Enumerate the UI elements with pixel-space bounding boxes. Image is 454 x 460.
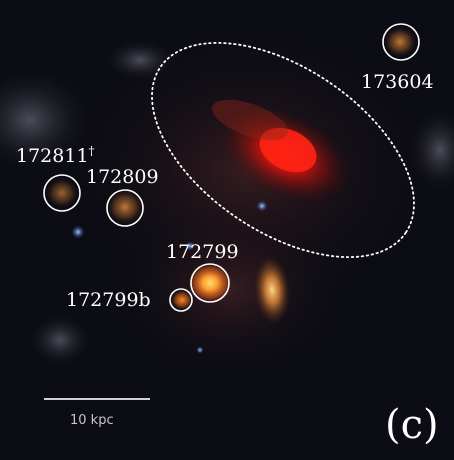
source-172799b-glow (171, 290, 193, 310)
red-galaxy-arm (212, 99, 288, 141)
label-172799: 172799 (166, 241, 239, 263)
bright-arc-galaxy (253, 256, 291, 324)
faint-galaxy-left (0, 70, 90, 170)
label-172811-id: 172811 (16, 145, 89, 167)
source-172809-glow (107, 190, 143, 224)
marker-circle-173604 (382, 23, 420, 61)
faint-galaxy-top (105, 40, 175, 80)
source-173604-glow (384, 27, 416, 57)
label-172811-mark: † (89, 144, 95, 158)
label-172809: 172809 (86, 166, 159, 188)
faint-galaxy-bottom-left (30, 315, 90, 365)
marker-circle-172809 (106, 189, 144, 227)
label-173604: 173604 (361, 71, 434, 93)
marker-circle-172811 (43, 174, 81, 212)
blue-source-lower (185, 241, 195, 251)
marker-circle-172799b (169, 288, 193, 312)
faint-galaxy-right (410, 110, 454, 190)
source-172811-glow (46, 178, 78, 208)
label-172811: 172811† (16, 144, 95, 167)
label-172799b: 172799b (66, 289, 151, 311)
source-172799-glow (188, 263, 232, 303)
scale-bar-label: 10 kpc (70, 413, 114, 428)
panel-label: (c) (385, 402, 439, 448)
blue-source-bottom (196, 346, 204, 354)
red-galaxy-core (259, 127, 317, 173)
marker-circle-172799 (190, 263, 230, 303)
blue-source-center (256, 200, 268, 212)
dotted-selection-ellipse (151, 41, 415, 259)
blue-source-left (71, 225, 85, 239)
